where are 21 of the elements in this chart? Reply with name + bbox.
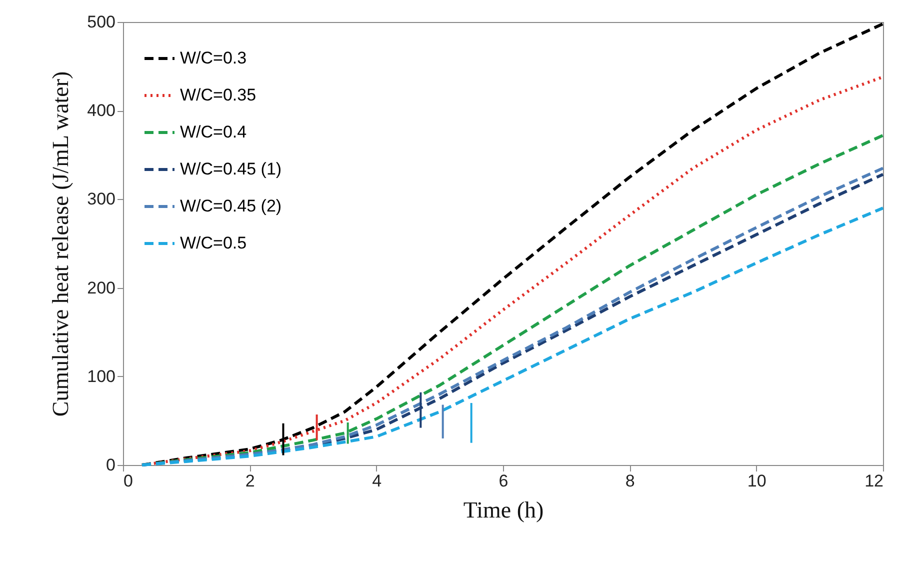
x-axis-title: Time (h) [463,498,544,522]
x-tick-label: 8 [625,472,635,490]
x-tick-label: 6 [498,472,508,490]
legend-label: W/C=0.5 [180,234,247,252]
x-tick-label: 10 [747,472,766,490]
legend-label: W/C=0.45 (2) [180,196,282,216]
y-tick-label: 500 [87,12,116,32]
legend-label: W/C=0.3 [180,48,247,68]
legend-label: W/C=0.35 [180,86,256,104]
legend-label: W/C=0.45 (1) [180,160,282,178]
x-tick-label: 4 [372,472,382,490]
x-tick-label: 12 [864,472,884,490]
y-tick-label: 200 [87,278,116,298]
y-tick-label: 400 [87,101,116,120]
y-axis-title: Cumulative heat release (J/mL water) [48,71,74,417]
x-tick-label: 0 [124,472,133,490]
x-tick-label: 2 [245,472,255,490]
legend-label: W/C=0.4 [180,122,247,142]
y-tick-label: 300 [87,190,116,209]
y-tick-label: 0 [106,456,116,474]
y-tick-label: 100 [87,366,116,386]
